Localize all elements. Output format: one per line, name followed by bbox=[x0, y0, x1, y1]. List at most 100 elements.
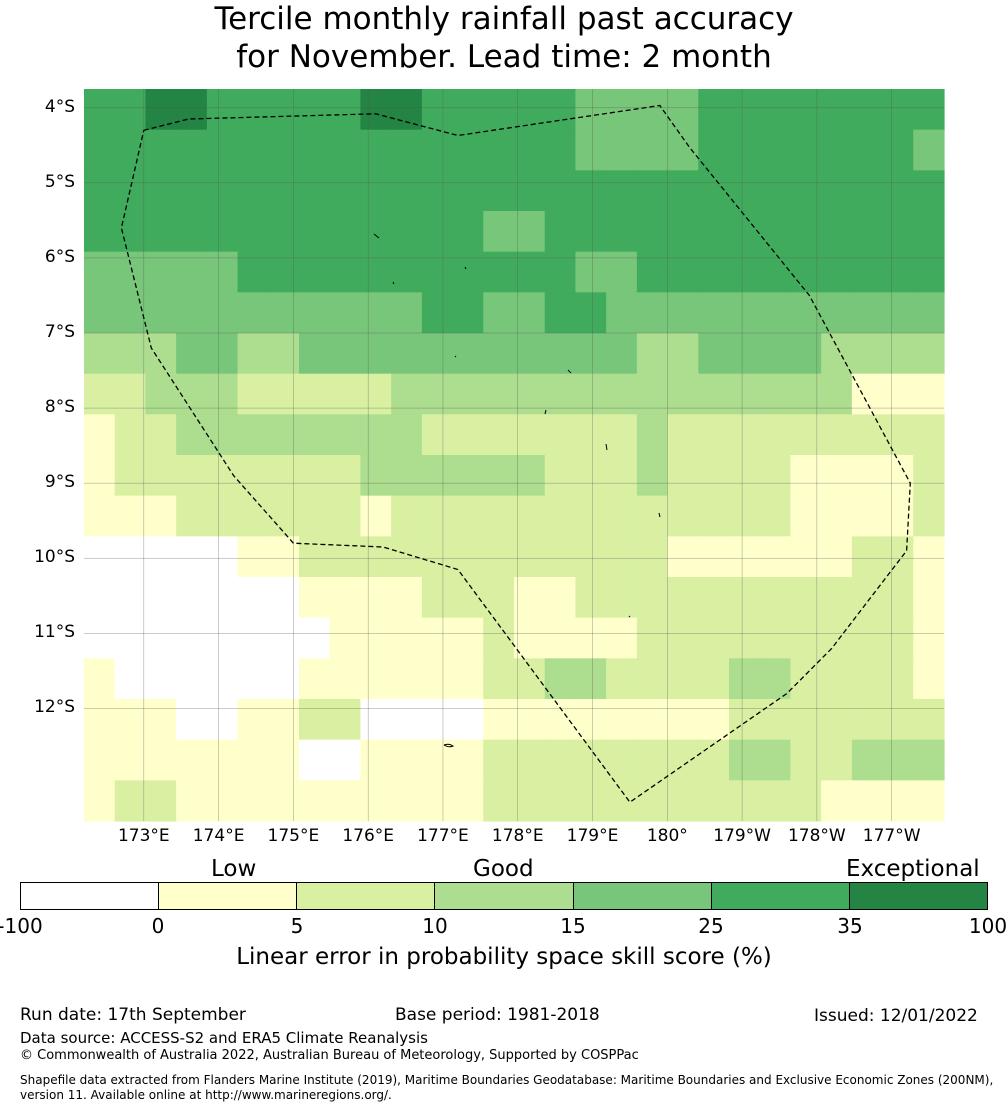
grid-cell bbox=[421, 89, 454, 131]
grid-cell bbox=[698, 373, 730, 415]
grid-cell bbox=[851, 414, 884, 456]
grid-cell bbox=[483, 333, 515, 375]
grid-cell bbox=[636, 495, 669, 537]
colorbar-tick: -100 bbox=[0, 914, 43, 938]
grid-cell bbox=[514, 251, 546, 293]
grid-cell bbox=[636, 658, 669, 700]
grid-cell bbox=[421, 699, 454, 741]
grid-cell bbox=[882, 251, 914, 293]
grid-cell bbox=[636, 455, 669, 497]
grid-cell bbox=[84, 89, 116, 131]
grid-cell bbox=[84, 617, 116, 659]
grid-cell bbox=[514, 455, 546, 497]
grid-cell bbox=[145, 455, 177, 497]
grid-cell bbox=[329, 780, 362, 822]
grid-cell bbox=[575, 658, 607, 700]
grid-cell bbox=[882, 739, 914, 781]
grid-cell bbox=[391, 292, 423, 334]
grid-cell bbox=[790, 617, 822, 659]
grid-cell bbox=[84, 455, 116, 497]
grid-cell bbox=[851, 455, 884, 497]
grid-cell bbox=[299, 89, 331, 131]
grid-cell bbox=[176, 170, 208, 212]
grid-cell bbox=[514, 414, 546, 456]
grid-cell bbox=[360, 170, 392, 212]
longitude-label: 178°E bbox=[491, 826, 544, 846]
grid-cell bbox=[544, 495, 577, 537]
grid-cell bbox=[145, 251, 177, 293]
grid-cell bbox=[698, 455, 730, 497]
grid-cell bbox=[790, 658, 822, 700]
grid-cell bbox=[237, 89, 269, 131]
grid-cell bbox=[851, 699, 884, 741]
grid-cell bbox=[821, 699, 853, 741]
grid-cell bbox=[84, 333, 116, 375]
grid-cell bbox=[329, 129, 362, 171]
data-source: Data source: ACCESS-S2 and ERA5 Climate … bbox=[20, 1029, 428, 1047]
grid-cell bbox=[237, 414, 269, 456]
grid-cell bbox=[821, 373, 853, 415]
grid-cell bbox=[421, 536, 454, 578]
grid-cell bbox=[421, 455, 454, 497]
grid-cell bbox=[544, 373, 577, 415]
grid-cell bbox=[544, 292, 577, 334]
grid-cell bbox=[176, 617, 208, 659]
grid-cell bbox=[391, 129, 423, 171]
grid-cell bbox=[483, 170, 515, 212]
grid-cell bbox=[514, 170, 546, 212]
grid-cell bbox=[452, 495, 484, 537]
grid-cell bbox=[575, 577, 607, 619]
grid-cell bbox=[729, 577, 761, 619]
grid-cell bbox=[575, 536, 607, 578]
grid-cell bbox=[913, 658, 945, 700]
grid-cell bbox=[575, 333, 607, 375]
grid-cell bbox=[483, 536, 515, 578]
grid-cell bbox=[882, 333, 914, 375]
grid-cell bbox=[329, 170, 362, 212]
grid-cell bbox=[84, 780, 116, 822]
grid-cell bbox=[206, 699, 239, 741]
grid-cell bbox=[237, 373, 269, 415]
shapefile-line1: Shapefile data extracted from Flanders M… bbox=[20, 1073, 994, 1087]
grid-cell bbox=[329, 251, 362, 293]
grid-cell bbox=[483, 577, 515, 619]
grid-cell bbox=[237, 170, 269, 212]
grid-cell bbox=[483, 251, 515, 293]
grid-cell bbox=[483, 780, 515, 822]
grid-cell bbox=[851, 658, 884, 700]
grid-cell bbox=[329, 373, 362, 415]
grid-cell bbox=[421, 780, 454, 822]
grid-cell bbox=[698, 292, 730, 334]
grid-cell bbox=[575, 170, 607, 212]
grid-cell bbox=[360, 414, 392, 456]
grid-cell bbox=[821, 292, 853, 334]
grid-cell bbox=[913, 414, 945, 456]
grid-cell bbox=[299, 292, 331, 334]
run-date: Run date: 17th September bbox=[20, 1005, 246, 1025]
grid-cell bbox=[913, 129, 945, 171]
grid-cell bbox=[544, 699, 577, 741]
grid-cell bbox=[176, 658, 208, 700]
grid-cell bbox=[329, 739, 362, 781]
grid-cell bbox=[913, 292, 945, 334]
base-period: Base period: 1981-2018 bbox=[395, 1005, 600, 1025]
grid-cell bbox=[606, 89, 638, 131]
grid-cell bbox=[329, 658, 362, 700]
grid-cell bbox=[729, 129, 761, 171]
grid-cell bbox=[114, 780, 147, 822]
grid-cell bbox=[84, 536, 116, 578]
grid-cell bbox=[544, 333, 577, 375]
grid-cell bbox=[206, 373, 239, 415]
longitude-label: 175°E bbox=[267, 826, 320, 846]
grid-cell bbox=[206, 129, 239, 171]
grid-cell bbox=[268, 211, 300, 253]
grid-cell bbox=[759, 251, 792, 293]
grid-cell bbox=[698, 699, 730, 741]
grid-cell bbox=[790, 577, 822, 619]
grid-cell bbox=[636, 536, 669, 578]
grid-cell bbox=[176, 536, 208, 578]
grid-cell bbox=[483, 373, 515, 415]
grid-cell bbox=[636, 170, 669, 212]
grid-cell bbox=[145, 699, 177, 741]
grid-cell bbox=[821, 455, 853, 497]
